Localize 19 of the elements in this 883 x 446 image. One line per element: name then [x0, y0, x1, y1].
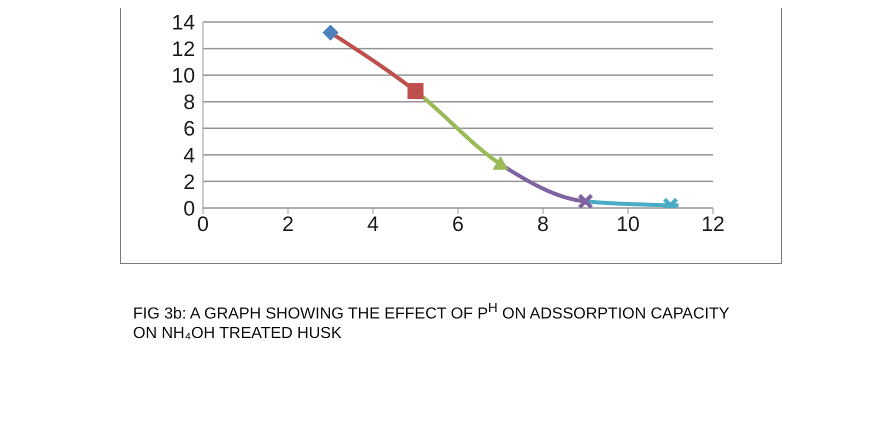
- x-tick-label: 12: [701, 212, 725, 236]
- y-tick-label: 10: [172, 64, 195, 88]
- y-tick-label: 8: [183, 91, 195, 114]
- x-tick-label: 2: [282, 212, 294, 236]
- y-tick-label: 0: [183, 197, 195, 220]
- point: [492, 156, 508, 170]
- point: [408, 83, 424, 100]
- x-tick-label: 4: [367, 212, 380, 236]
- x-tick-label: 10: [616, 212, 640, 236]
- x-tick-label: 6: [452, 212, 464, 236]
- point: [578, 193, 594, 208]
- y-tick-label: 4: [183, 144, 196, 168]
- y-tick-label: 12: [172, 38, 195, 62]
- y-tick-label: 6: [183, 118, 195, 141]
- y-tick-label: 2: [183, 170, 195, 194]
- point: [322, 24, 338, 41]
- text: FIG 3b: A GRAPH SHOWING THE EFFECT OF P$^{H}$ ON ADSSORPTION CAPACITY ON NH₄OH TREATED HUSK: [133, 300, 730, 342]
- y-tick-label: 14: [172, 11, 196, 34]
- x-tick-label: 8: [537, 212, 549, 236]
